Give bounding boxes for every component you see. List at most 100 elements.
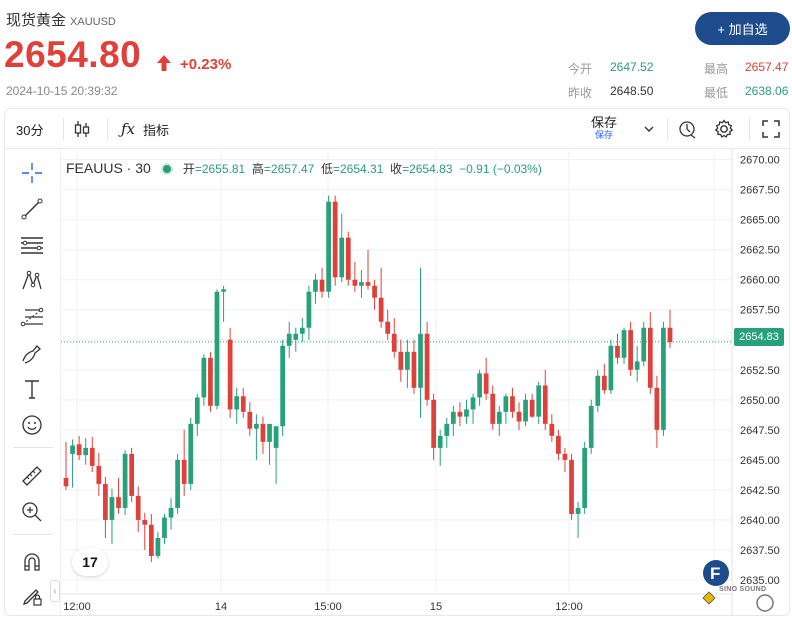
chevron-down-icon[interactable]: [643, 109, 655, 149]
candle-body: [464, 409, 469, 417]
magnet-icon[interactable]: [17, 547, 47, 577]
candle-body: [96, 465, 102, 484]
candle-body: [378, 297, 384, 322]
interval-selector[interactable]: 30分: [16, 122, 44, 138]
candle-body: [510, 396, 515, 412]
candle-body: [385, 321, 391, 334]
instrument-title: 现货黄金 XAUUSD: [6, 9, 116, 30]
x-tick-label: 14: [215, 601, 227, 613]
candle-type-icon[interactable]: [73, 109, 95, 149]
y-tick-label: 2662.50: [740, 245, 780, 257]
candle-body: [398, 351, 404, 370]
candle-body: [503, 396, 509, 412]
tradingview-logo[interactable]: 17: [72, 548, 108, 576]
candle-body: [529, 399, 535, 417]
y-tick-label: 2660.00: [740, 275, 780, 287]
candle-body: [306, 291, 312, 328]
candle-body: [634, 361, 640, 370]
legend-ticker: FEAUUS · 30: [66, 160, 151, 176]
sidebar-divider: [13, 534, 53, 535]
candle-body: [444, 423, 450, 436]
candle-body: [76, 444, 82, 456]
fullscreen-icon[interactable]: [761, 109, 781, 149]
candle-body: [260, 423, 266, 442]
y-tick-label: 2665.00: [740, 215, 780, 227]
text-tool-icon[interactable]: [17, 374, 47, 404]
last-price-tag: 2654.83: [734, 328, 784, 346]
candle-body: [667, 327, 673, 343]
fib-retracement-icon[interactable]: [17, 302, 47, 332]
trend-line-icon[interactable]: [17, 194, 47, 224]
candle-body: [175, 459, 180, 508]
x-tick-label: 12:00: [63, 601, 91, 613]
save-label: 保存: [591, 115, 618, 130]
pattern-icon[interactable]: [17, 266, 47, 296]
y-tick-label: 2650.00: [740, 395, 780, 407]
candle-body: [562, 453, 568, 460]
candle-body: [418, 333, 423, 388]
save-button[interactable]: 保存 保存: [591, 109, 617, 149]
candle-body: [411, 351, 417, 388]
candle-body: [595, 375, 601, 406]
candle-body: [326, 201, 331, 292]
candle-body: [431, 399, 437, 448]
candle-body: [582, 447, 588, 508]
candle-body: [477, 373, 482, 398]
candle-body: [299, 327, 305, 334]
candle-body: [280, 345, 286, 427]
x-tick-label: 15:00: [314, 601, 342, 613]
y-tick-label: 2637.50: [740, 545, 780, 557]
candle-body: [129, 453, 135, 496]
x-tick-label: 12:00: [555, 601, 583, 613]
candle-body: [556, 435, 561, 454]
zoom-in-icon[interactable]: [17, 497, 47, 527]
candle-body: [332, 201, 338, 278]
crosshair-icon[interactable]: [17, 158, 47, 188]
candle-body: [450, 411, 456, 424]
prev-close-value: 2648.50: [610, 84, 654, 98]
candle-body: [135, 495, 141, 520]
emoji-icon[interactable]: [17, 410, 47, 440]
candle-body: [405, 351, 410, 370]
candle-body: [365, 282, 371, 286]
brush-icon[interactable]: [17, 338, 47, 368]
candle-body: [549, 423, 555, 436]
settings-gear-icon[interactable]: [713, 109, 735, 149]
candle-body: [352, 279, 358, 286]
candle-body: [162, 517, 167, 538]
ruler-icon[interactable]: [17, 461, 47, 491]
candle-body: [240, 396, 246, 412]
candle-body: [221, 289, 226, 292]
toolbar-divider: [107, 118, 108, 140]
candle-body: [647, 327, 653, 388]
candle-body: [155, 537, 161, 556]
market-status-dot: [160, 163, 173, 175]
candle-body: [608, 345, 614, 391]
alert-clock-icon[interactable]: [677, 109, 697, 149]
candle-body: [516, 411, 522, 422]
candle-body: [615, 345, 620, 358]
legend-low-label: 低: [320, 162, 333, 176]
indicators-label: 指标: [143, 122, 170, 138]
timestamp: 2024-10-15 20:39:32: [6, 84, 118, 98]
add-to-watchlist-button[interactable]: + 加自选: [695, 12, 790, 45]
indicators-button[interactable]: ƒx 指标: [121, 109, 169, 149]
legend-close-label: 收: [390, 162, 403, 176]
legend-low: =2654.31: [332, 162, 384, 176]
lock-pencil-icon[interactable]: [17, 581, 47, 611]
low-value: 2638.06: [745, 84, 789, 98]
candle-body: [122, 453, 128, 508]
candle-body: [588, 405, 594, 448]
candle-body: [319, 279, 325, 292]
watermark-text: SINO SOUND: [719, 586, 767, 593]
y-tick-label: 2642.50: [740, 485, 780, 497]
y-tick-label: 2652.50: [740, 365, 780, 377]
y-tick-label: 2657.50: [740, 305, 780, 317]
candle-body: [214, 291, 220, 406]
horizontal-lines-icon[interactable]: [17, 230, 47, 260]
candle-body: [621, 330, 627, 358]
y-tick-label: 2645.00: [740, 455, 780, 467]
collapse-sidebar-button[interactable]: ‹: [50, 580, 60, 602]
candle-body: [116, 497, 121, 508]
